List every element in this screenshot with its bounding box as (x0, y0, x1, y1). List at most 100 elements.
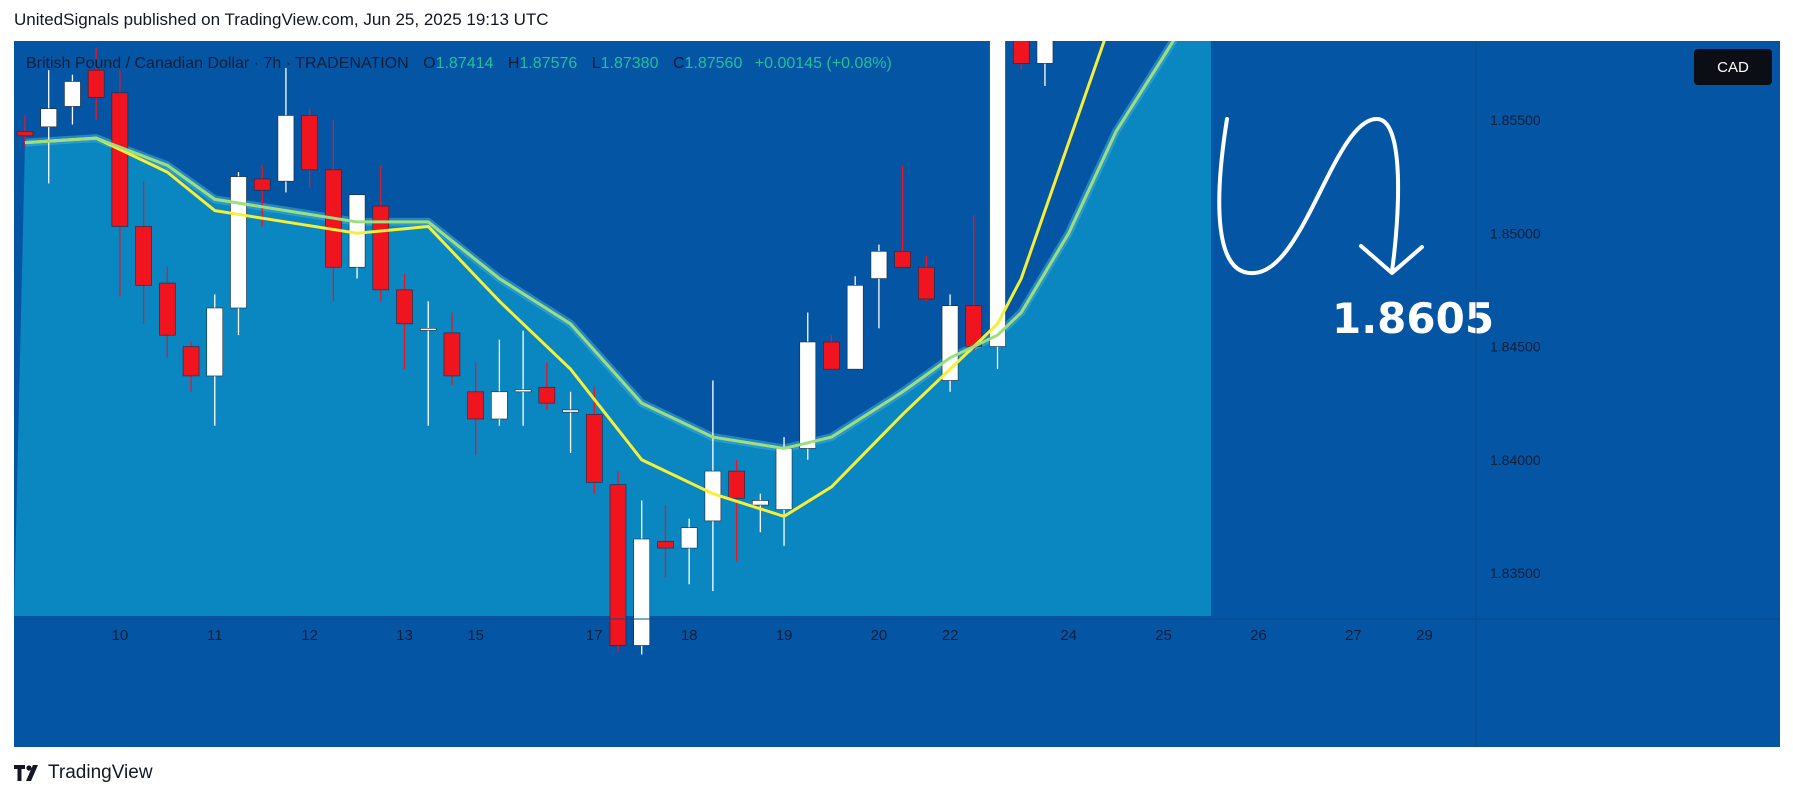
candle-body (633, 538, 651, 646)
candle (64, 74, 81, 125)
candle-body (64, 81, 81, 107)
candle (182, 341, 200, 392)
high-label: H (507, 55, 520, 72)
candle (823, 335, 840, 370)
candle (989, 41, 1006, 370)
candle-body (609, 484, 627, 646)
candle (941, 294, 959, 392)
candle (894, 165, 911, 268)
candle (135, 181, 152, 324)
candle-body (372, 205, 390, 291)
candle (728, 459, 745, 562)
candle (301, 108, 318, 188)
candle-body (870, 251, 888, 279)
candle (775, 437, 793, 546)
publish-line: UnitedSignals published on TradingView.c… (14, 10, 549, 29)
open-label: O (423, 55, 436, 72)
candle (159, 267, 176, 358)
x-tick-label: 26 (1250, 627, 1267, 644)
y-tick-label: 1.83500 (1490, 565, 1541, 581)
candle-body (585, 414, 603, 483)
candle (87, 47, 105, 120)
candle-body (135, 226, 152, 286)
candle (348, 194, 366, 279)
high-value: 1.87576 (519, 55, 578, 72)
candle (799, 312, 817, 460)
ma-area (14, 41, 1211, 616)
change-value: +0.00145 (+0.08%) (754, 55, 892, 72)
candle (491, 339, 508, 426)
candles (16, 41, 1054, 655)
currency-button[interactable]: CAD (1694, 49, 1772, 85)
candle-body (301, 115, 318, 171)
x-tick-label: 25 (1155, 627, 1172, 644)
candle-body (894, 251, 911, 268)
candle (657, 505, 674, 578)
candle-body (16, 131, 34, 137)
candle-body (538, 386, 556, 404)
candle-body (159, 282, 176, 336)
candle (1036, 41, 1054, 87)
candle-body (775, 448, 793, 510)
candle (443, 312, 461, 386)
level-annotation: 1.8605 (1332, 294, 1494, 343)
candle (230, 172, 247, 336)
x-tick-label: 13 (396, 627, 413, 644)
x-tick-label: 22 (942, 627, 959, 644)
candle-body (491, 391, 508, 420)
ma-slow-line (24, 41, 1175, 450)
candle (538, 362, 556, 410)
x-tick-label: 12 (301, 627, 318, 644)
candle-body (514, 389, 532, 393)
candle-body (823, 341, 840, 370)
candle-body (111, 92, 129, 227)
chart-frame[interactable]: 1.8605 1.83500 1.84000 1.84500 1.85000 1.8550… (14, 41, 1780, 747)
x-tick-label: 15 (467, 627, 484, 644)
candle (253, 165, 271, 227)
candle (846, 276, 864, 370)
candle-body (1036, 41, 1054, 64)
y-tick-label: 1.85000 (1490, 225, 1541, 241)
brand-name: TradingView (48, 762, 153, 783)
low-value: 1.87380 (600, 55, 659, 72)
candle (562, 391, 579, 453)
x-tick-label: 24 (1060, 627, 1077, 644)
candle (1012, 41, 1030, 71)
candle-body (206, 307, 224, 377)
candle-body (799, 341, 817, 449)
candle-body (396, 289, 413, 325)
candle (680, 518, 698, 585)
candle-body (443, 332, 461, 377)
candle (396, 274, 413, 370)
tradingview-brand[interactable]: TradingView (14, 762, 153, 784)
candle-body (846, 285, 864, 370)
symbol-legend: British Pound / Canadian Dollar · 7h · T… (26, 55, 892, 73)
candle (40, 70, 58, 184)
candle-body (562, 409, 579, 413)
candle-body (1012, 41, 1030, 64)
candle-body (87, 69, 105, 98)
candle-body (728, 470, 745, 499)
candle-body (918, 266, 935, 300)
candle-body (230, 176, 247, 309)
x-tick-label: 17 (586, 627, 603, 644)
candle-body (657, 540, 674, 549)
y-tick-label: 1.85500 (1490, 112, 1541, 128)
tradingview-logo-icon (14, 765, 38, 781)
candle-body (253, 178, 271, 191)
low-label: L (591, 55, 601, 72)
candle (870, 244, 888, 329)
candle (609, 471, 627, 653)
candle (111, 70, 129, 297)
candle-body (182, 346, 200, 377)
candle-body (680, 527, 698, 549)
candle (752, 493, 769, 533)
candle (206, 294, 224, 426)
price-chart[interactable]: 1.8605 1.83500 1.84000 1.84500 1.85000 1.8550… (14, 41, 1780, 747)
candle (467, 362, 484, 456)
x-tick-label: 20 (871, 627, 888, 644)
close-label: C (672, 55, 685, 72)
candle-body (467, 391, 484, 420)
candle-body (752, 500, 769, 506)
candle-body (40, 108, 58, 128)
